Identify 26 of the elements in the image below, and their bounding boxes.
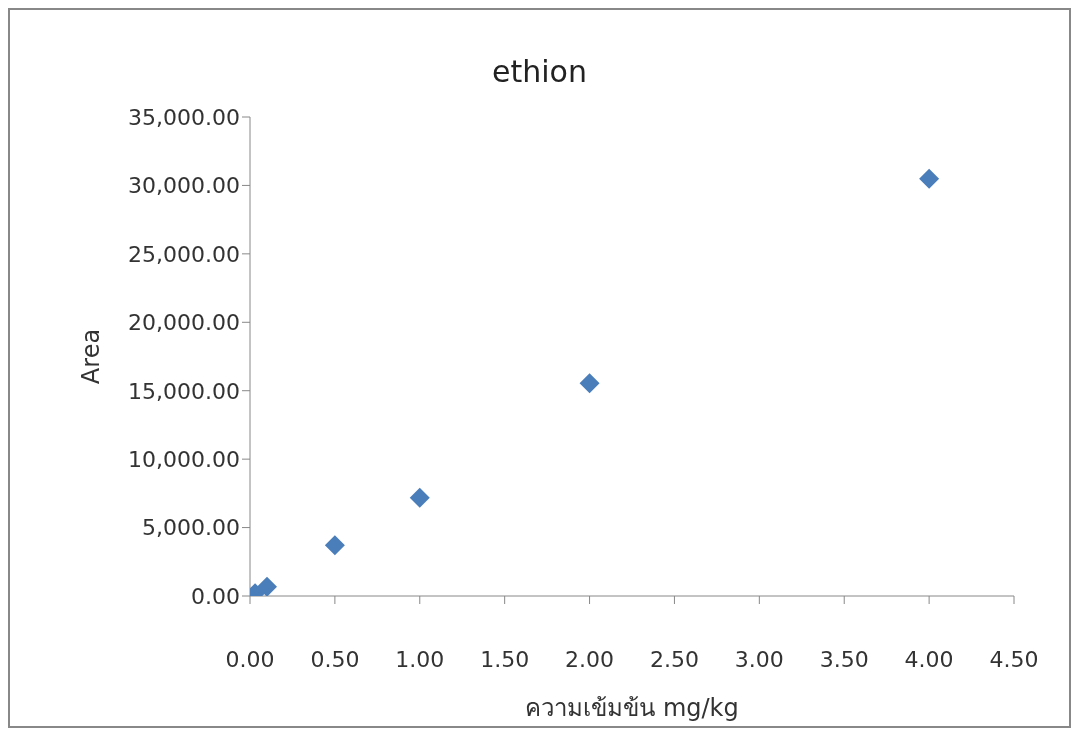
x-tick-label: 3.00 — [734, 646, 784, 672]
point — [919, 168, 940, 189]
y-tick-label: 15,000.00 — [128, 378, 240, 404]
y-tick-label: 25,000.00 — [128, 241, 240, 267]
x-tick-label: 1.50 — [480, 646, 530, 672]
point — [409, 487, 430, 508]
x-axis-title: ความเข้มข้น mg/kg — [525, 694, 739, 722]
point — [324, 535, 345, 556]
x-tick-label: 4.50 — [989, 646, 1039, 672]
x-tick-label: 2.50 — [649, 646, 699, 672]
x-tick-label: 0.00 — [225, 646, 275, 672]
point — [256, 576, 277, 596]
chart-title: ethion — [491, 54, 588, 89]
x-tick-label: 1.00 — [395, 646, 445, 672]
y-tick-label: 0.00 — [191, 583, 240, 609]
x-tick-label: 4.00 — [904, 646, 954, 672]
y-tick-label: 30,000.00 — [128, 173, 240, 199]
x-tick-label: 2.00 — [565, 646, 615, 672]
y-tick-label: 5,000.00 — [142, 515, 240, 541]
y-tick-label: 10,000.00 — [128, 446, 240, 472]
point — [579, 373, 600, 394]
y-tick-label: 35,000.00 — [128, 104, 240, 130]
y-tick-label: 20,000.00 — [128, 310, 240, 336]
y-axis-title: Area — [76, 328, 105, 385]
x-tick-label: 0.50 — [310, 646, 360, 672]
x-tick-label: 3.50 — [819, 646, 869, 672]
